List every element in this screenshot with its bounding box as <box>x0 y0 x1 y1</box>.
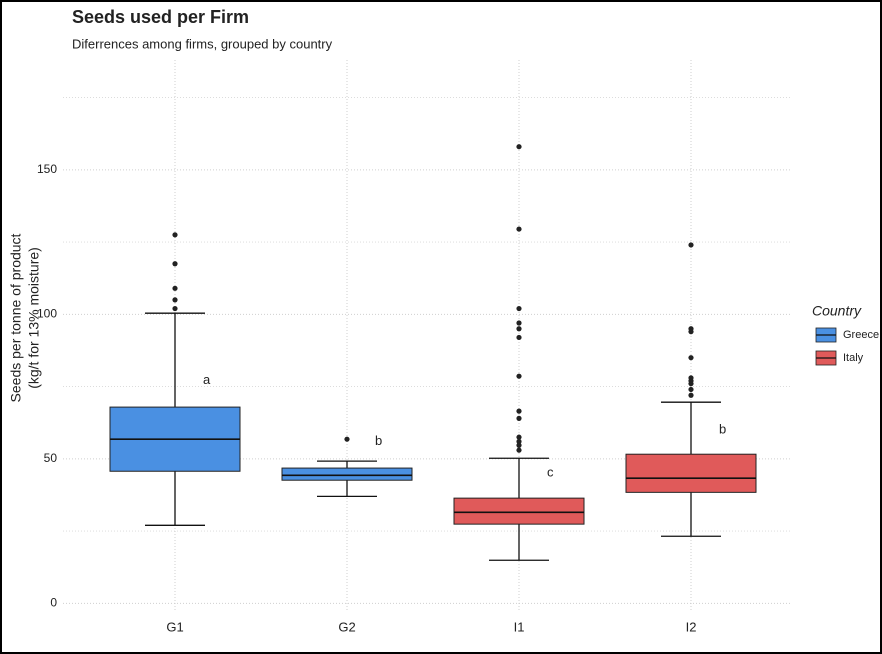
y-tick-label: 50 <box>44 451 58 465</box>
outlier <box>688 381 694 387</box>
legend-label: Greece <box>843 329 879 341</box>
annotation: a <box>203 372 211 387</box>
outlier <box>516 305 522 312</box>
outlier <box>688 392 694 398</box>
annotation: b <box>719 421 726 436</box>
outlier <box>344 436 350 442</box>
legend-title: Country <box>812 303 862 319</box>
x-tick-label: G2 <box>338 619 355 634</box>
outlier <box>688 355 694 361</box>
x-tick-label: I2 <box>686 619 697 634</box>
outlier <box>516 373 522 379</box>
outlier <box>688 242 694 248</box>
outlier <box>172 285 178 291</box>
box <box>281 467 413 481</box>
annotation: c <box>547 465 554 480</box>
outlier <box>516 320 522 326</box>
legend-label: Italy <box>843 352 864 364</box>
outlier <box>516 334 522 341</box>
outlier <box>172 232 178 238</box>
outlier <box>516 438 522 445</box>
x-tick-label: G1 <box>166 619 183 634</box>
outlier <box>172 261 178 267</box>
outlier <box>516 226 522 232</box>
outlier <box>516 434 522 440</box>
outlier <box>172 297 178 303</box>
chart-subtitle: Diferrences among firms, grouped by coun… <box>72 36 333 51</box>
y-tick-label: 100 <box>37 306 57 320</box>
outlier <box>688 329 694 335</box>
outlier <box>172 305 178 312</box>
y-tick-label: 0 <box>50 596 57 610</box>
annotation: b <box>375 433 382 448</box>
y-axis-title: (kg/t for 13% moisture) <box>26 247 42 389</box>
outlier <box>516 408 522 414</box>
x-tick-label: I1 <box>514 619 525 634</box>
chart-title: Seeds used per Firm <box>72 7 249 27</box>
outlier <box>516 442 522 448</box>
box <box>625 453 757 493</box>
outlier <box>516 447 522 453</box>
outlier <box>516 415 522 421</box>
outlier <box>516 326 522 332</box>
outlier <box>516 144 522 150</box>
outlier <box>688 386 694 393</box>
y-tick-label: 150 <box>37 162 57 176</box>
box <box>453 497 585 525</box>
y-axis-title: Seeds per tonne of product <box>8 233 24 402</box>
